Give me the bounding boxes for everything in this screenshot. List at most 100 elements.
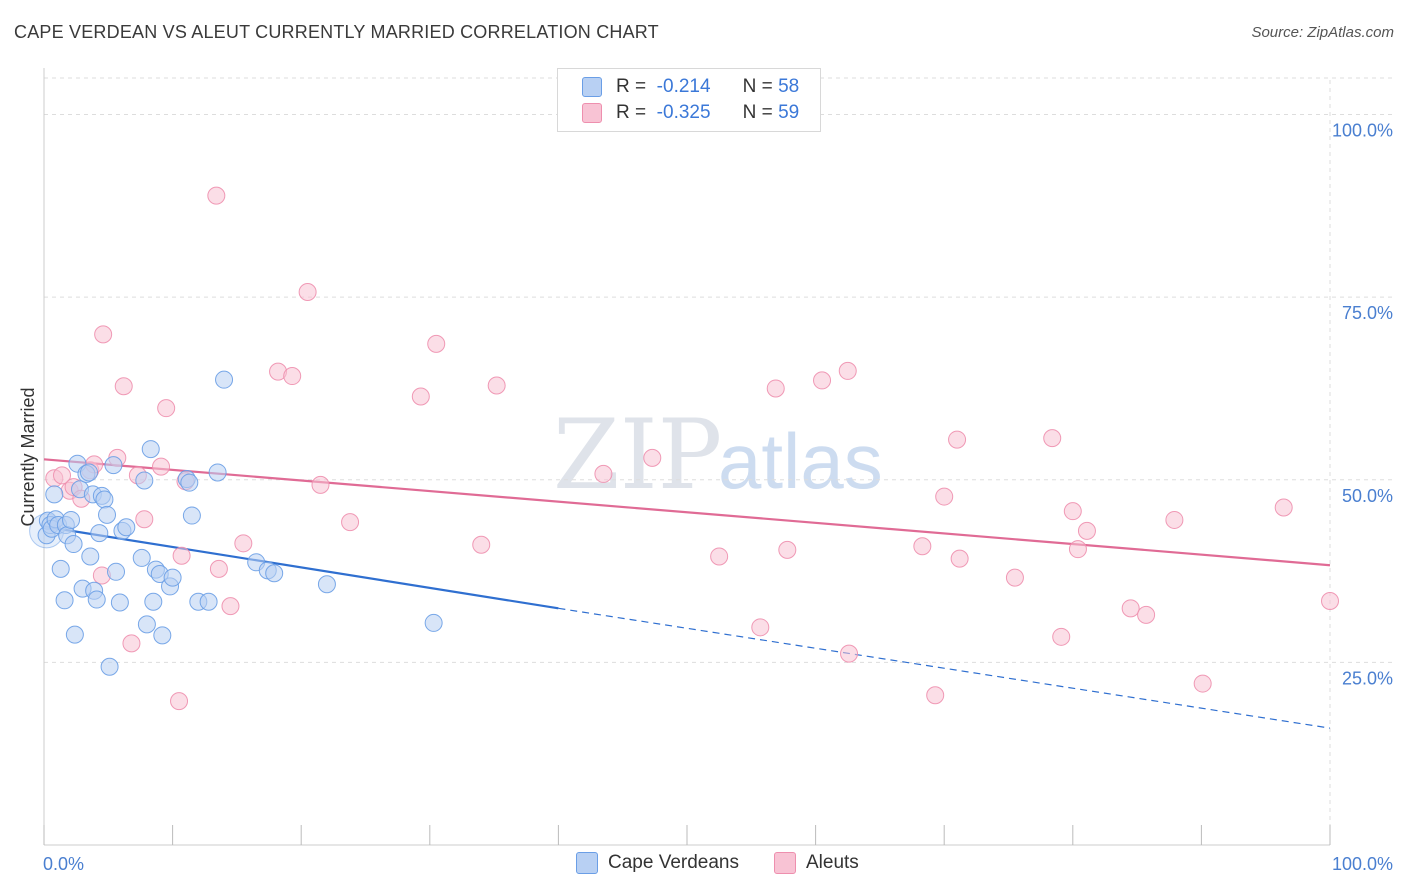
legend-row-cape-verdeans: R = -0.214 N = 58 [582,75,799,99]
point-aleut [1063,502,1082,521]
point-cape-verdean [163,568,182,587]
point-cape-verdean [208,463,227,482]
point-aleut [53,466,72,485]
point-cape-verdean [45,485,64,504]
point-cape-verdean [137,615,156,634]
point-cape-verdean [135,471,154,490]
trend-line-aleuts [43,458,1331,567]
point-aleut [170,692,189,711]
point-cape-verdean [55,591,74,610]
point-aleut [122,634,141,653]
watermark-zip: ZIP [553,399,722,511]
point-cape-verdean [98,505,117,524]
point-aleut [341,513,360,532]
point-aleut [135,510,154,529]
legend-swatch-pink [774,852,796,874]
point-aleut [1193,674,1212,693]
point-cape-verdean [65,625,84,644]
point-cape-verdean [51,559,70,578]
correlation-legend: R = -0.214 N = 58 R = -0.325 N = 59 [557,68,821,132]
point-aleut [298,283,317,302]
point-aleut [94,325,113,344]
point-cape-verdean [144,592,163,611]
legend-swatch-blue [582,77,602,97]
point-aleut [209,559,228,578]
point-aleut [838,361,857,380]
point-aleut [643,448,662,467]
point-cape-verdean [180,473,199,492]
point-cape-verdean [104,456,123,475]
point-cape-verdean [107,562,126,581]
point-aleut [207,186,226,205]
legend-item-aleuts[interactable]: Aleuts [774,852,859,874]
watermark: ZIP atlas [553,399,883,511]
point-aleut [1274,498,1293,517]
point-aleut [411,387,430,406]
point-aleut [778,540,797,559]
point-cape-verdean [95,490,114,509]
point-cape-verdean [132,548,151,567]
point-aleut [487,376,506,395]
point-cape-verdean [100,657,119,676]
point-aleut [152,457,171,476]
point-cape-verdean [81,547,100,566]
trend-line-cape-verdeans-extrapolated [558,607,1331,729]
point-cape-verdean [199,592,218,611]
point-aleut [1052,627,1071,646]
point-cape-verdean [62,510,81,529]
legend-n-label: N = [742,76,773,97]
point-aleut [114,377,133,396]
point-aleut [157,399,176,418]
point-aleut [766,379,785,398]
point-aleut [283,367,302,386]
legend-r-label: R = [616,102,647,123]
point-aleut [840,644,859,663]
point-aleut [948,430,967,449]
point-cape-verdean [317,575,336,594]
tick-labels: 25.0% 50.0% 75.0% 100.0% 0.0% 100.0% [43,121,1393,874]
point-aleut [221,597,240,616]
x-tick-label: 100.0% [1332,854,1393,874]
point-aleut [751,618,770,637]
y-tick-label: 25.0% [1342,668,1393,688]
point-aleut [427,334,446,353]
legend-item-cape-verdeans[interactable]: Cape Verdeans [576,852,739,874]
point-cape-verdean [90,524,109,543]
point-aleut [1165,510,1184,529]
point-aleut [1068,540,1087,559]
point-cape-verdean [80,463,99,482]
legend-n-value: 59 [778,102,800,123]
series-legend: Cape Verdeans Aleuts [0,852,1406,878]
point-aleut [1121,599,1140,618]
y-tick-label: 100.0% [1332,121,1393,141]
y-tick-label: 50.0% [1342,486,1393,506]
point-aleut [710,547,729,566]
point-aleut [1005,568,1024,587]
trend-lines [43,458,1331,729]
point-aleut [935,487,954,506]
point-cape-verdean [141,440,160,459]
point-cape-verdean [182,506,201,525]
x-tick-label: 0.0% [43,854,84,874]
watermark-atlas: atlas [718,417,883,505]
point-aleut [172,546,191,565]
point-cape-verdean [117,518,136,537]
point-aleut [926,686,945,705]
chart-title: CAPE VERDEAN VS ALEUT CURRENTLY MARRIED … [14,22,659,42]
chart-source: Source: ZipAtlas.com [1251,24,1394,41]
point-cape-verdean [153,626,172,645]
legend-n-label: N = [742,102,773,123]
point-aleut [594,464,613,483]
point-cape-verdean [110,593,129,612]
point-aleut [311,475,330,494]
legend-row-aleuts: R = -0.325 N = 59 [582,101,799,125]
point-aleut [472,535,491,554]
point-aleut [1077,521,1096,540]
point-cape-verdean [87,590,106,609]
point-cape-verdean [64,535,83,554]
point-aleut [913,537,932,556]
legend-r-value: -0.325 [656,102,711,123]
legend-label: Cape Verdeans [608,852,739,873]
data-points [29,186,1339,711]
point-aleut [234,534,253,553]
